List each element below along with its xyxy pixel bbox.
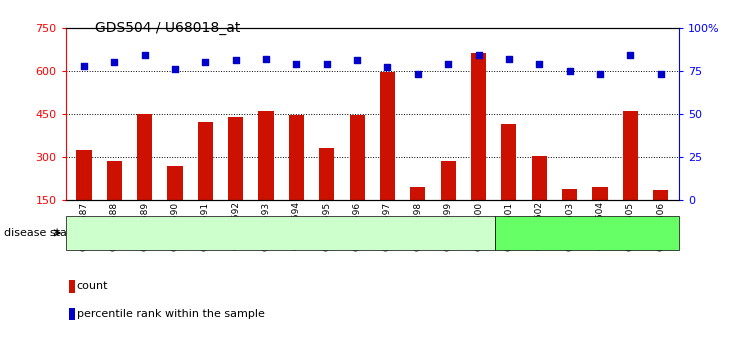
Point <box>655 71 666 77</box>
Bar <box>380 72 395 200</box>
Point <box>230 58 242 63</box>
Point <box>321 61 333 67</box>
Point <box>534 61 545 67</box>
Text: percentile rank within the sample: percentile rank within the sample <box>77 309 264 319</box>
Point <box>139 52 150 58</box>
Text: normal: normal <box>567 228 607 238</box>
Bar <box>167 166 182 200</box>
Point <box>351 58 363 63</box>
Bar <box>441 161 456 200</box>
Bar <box>289 115 304 200</box>
Text: count: count <box>77 282 108 291</box>
Point <box>503 56 515 61</box>
Bar <box>623 111 638 200</box>
Point <box>109 59 120 65</box>
Point <box>169 66 181 72</box>
Point <box>260 56 272 61</box>
Point <box>291 61 302 67</box>
Point <box>78 63 90 68</box>
Point <box>564 68 575 73</box>
Point <box>199 59 211 65</box>
Point <box>594 71 606 77</box>
Bar <box>502 124 517 200</box>
Bar <box>77 150 91 200</box>
Bar <box>137 114 153 200</box>
Point <box>382 65 393 70</box>
Text: disease state: disease state <box>4 228 78 238</box>
Bar <box>531 156 547 200</box>
Text: GDS504 / U68018_at: GDS504 / U68018_at <box>95 21 240 35</box>
Text: pulmonary arterial hypertension: pulmonary arterial hypertension <box>190 228 371 238</box>
Bar <box>410 187 426 200</box>
Bar <box>562 189 577 200</box>
Bar <box>471 53 486 200</box>
Point <box>442 61 454 67</box>
Bar <box>653 190 668 200</box>
Bar <box>350 115 365 200</box>
Bar <box>107 161 122 200</box>
Bar <box>319 148 334 200</box>
Bar <box>592 187 607 200</box>
Point <box>624 52 636 58</box>
Bar <box>228 117 243 200</box>
Point <box>412 71 423 77</box>
Bar <box>198 122 213 200</box>
Bar <box>258 111 274 200</box>
Point <box>473 52 485 58</box>
